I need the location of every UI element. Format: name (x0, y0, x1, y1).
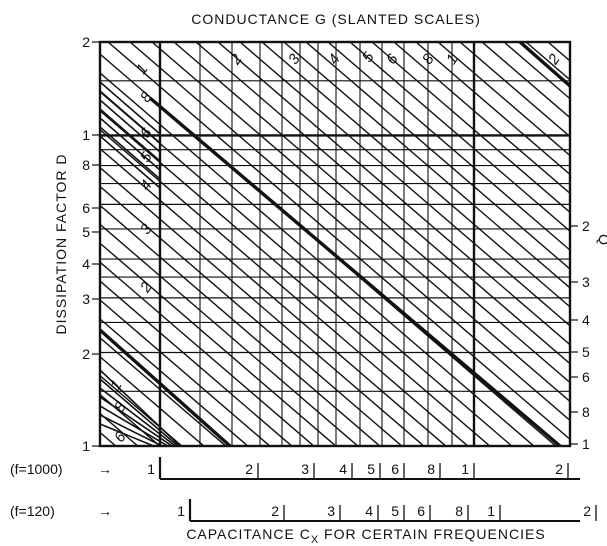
freq-scale-tick-label: 2 (555, 461, 563, 477)
freq-scale-tick-label: 1 (461, 461, 469, 477)
slant-line (460, 42, 607, 446)
slant-line (0, 42, 94, 446)
freq-scale-tick-label: 4 (339, 461, 347, 477)
x-axis-label-suffix: FOR CERTAIN FREQUENCIES (319, 526, 546, 542)
y-axis-label-left: DISSIPATION FACTOR D (53, 153, 69, 334)
right-axis: 2 3 4 5 6 8 1 (570, 218, 590, 452)
slant-line (416, 42, 607, 446)
frequency-scales: (f=1000) → 1 2 3 4 5 6 8 1 2(f=120) → 1 2 3 4 5 6 8 1 2 (10, 457, 596, 521)
freq-scale-tick-label: 5 (367, 461, 375, 477)
slant-line (196, 42, 607, 446)
freq-scale-tick-label: 5 (391, 503, 399, 519)
slanted-scale-label: 3 (285, 51, 304, 68)
slanted-scale-label: 1 (133, 61, 152, 78)
y-axis-label-right: Q (596, 234, 607, 246)
right-tick-label: 1 (582, 436, 590, 452)
slant-line (262, 42, 607, 446)
left-tick-label: 2 (82, 34, 90, 50)
slant-line (328, 42, 607, 446)
slant-line (526, 42, 607, 446)
right-tick-label: 5 (582, 344, 590, 360)
right-tick-label: 2 (582, 218, 590, 234)
freq-scale-label: (f=1000) (10, 461, 63, 477)
plot-grid (0, 42, 607, 457)
freq-scale-tick-label: 6 (417, 503, 425, 519)
left-tick-label: 1 (82, 127, 90, 143)
freq-scale-tick-label: 2 (271, 503, 279, 519)
slant-line (306, 42, 607, 446)
slanted-scale-label: 4 (137, 177, 156, 194)
x-axis-label-subscript: X (311, 534, 319, 546)
plot-frame (100, 42, 570, 446)
slant-line (0, 42, 50, 446)
freq-scale-tick-label: 1 (177, 503, 185, 519)
left-axis: 2 1 8 6 5 4 3 2 1 (82, 34, 100, 454)
right-tick-label: 8 (582, 404, 590, 420)
freq-scale-tick-label: 2 (245, 461, 253, 477)
left-tick-label: 8 (82, 157, 90, 173)
freq-scale-tick-label: 1 (487, 503, 495, 519)
left-tick-label: 3 (82, 291, 90, 307)
slanted-scale-label: 8 (111, 399, 130, 416)
slanted-scale-label: 8 (137, 89, 156, 106)
x-axis-label: CAPACITANCE CX FOR CERTAIN FREQUENCIES (186, 526, 545, 546)
left-tick-label: 1 (82, 438, 90, 454)
right-tick-label: 4 (582, 312, 590, 328)
chart-title: CONDUCTANCE G (SLANTED SCALES) (191, 11, 481, 27)
freq-scale-tick-label: 2 (583, 503, 591, 519)
slanted-scale-label: 2 (226, 51, 246, 69)
freq-scale-tick-label: 4 (365, 503, 373, 519)
right-tick-label: 3 (582, 274, 590, 290)
freq-scale-arrow: → (98, 503, 112, 519)
right-tick-label: 6 (582, 369, 590, 385)
slant-line-heavy (520, 42, 570, 86)
freq-scale-arrow: → (98, 461, 112, 477)
left-tick-label: 4 (82, 256, 90, 272)
slanted-scale-label: 2 (136, 279, 156, 297)
freq-scale-tick-label: 8 (427, 461, 435, 477)
freq-scale-tick-label: 3 (327, 503, 335, 519)
freq-scale-tick-label: 3 (301, 461, 309, 477)
left-tick-label: 2 (82, 346, 90, 362)
slant-line (482, 42, 607, 446)
slant-line (152, 42, 607, 446)
left-tick-label: 5 (82, 224, 90, 240)
freq-scale-tick-label: 8 (455, 503, 463, 519)
freq-scale-label: (f=120) (10, 503, 55, 519)
slanted-scale-label: 3 (137, 221, 156, 238)
left-tick-label: 6 (82, 200, 90, 216)
freq-scale-tick-label: 1 (147, 461, 155, 477)
slant-line (394, 42, 607, 446)
slant-line (350, 42, 607, 446)
freq-scale-tick-label: 6 (391, 461, 399, 477)
slant-line (0, 42, 160, 446)
